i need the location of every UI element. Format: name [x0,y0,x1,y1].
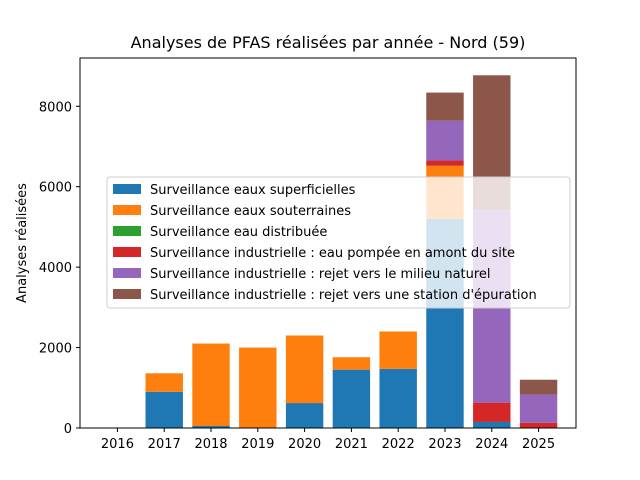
bar-segment-2023-series-4 [426,120,464,161]
legend-swatch-2 [113,226,141,236]
legend: Surveillance eaux superficielles Surveill… [106,176,571,309]
bar-segment-2025-series-5 [519,379,558,395]
bar-segment-2018-series-1 [192,343,230,426]
legend-box [106,176,571,309]
bar-segment-2021-series-0 [332,369,371,428]
bar-segment-2022-series-0 [379,368,417,428]
y-tick-label-6000: 6000 [39,181,72,196]
bar-segment-2024-series-3 [473,402,511,422]
legend-label-2: Surveillance eau distribuée [150,225,327,240]
x-tick-label-2023: 2023 [428,437,461,452]
y-tick-label-2000: 2000 [39,342,72,357]
y-axis-label: Analyses réalisées [15,183,30,303]
legend-swatch-1 [113,205,141,215]
chart-title: Analyses de PFAS réalisées par année - N… [131,33,526,52]
legend-label-5: Surveillance industrielle : rejet vers u… [150,288,537,303]
x-tick-label-2016: 2016 [101,437,134,452]
bar-segment-2020-series-1 [285,335,324,404]
bar-segment-2023-series-5 [426,92,464,121]
axes-group: 2016 2017 2018 2019 2020 2021 2022 2023 2024 2025… [39,57,577,452]
x-tick-label-2024: 2024 [475,437,508,452]
y-tick-label-8000: 8000 [39,100,72,115]
bar-segment-2019-series-1 [239,347,277,428]
x-tick-label-2021: 2021 [335,437,368,452]
legend-label-1: Surveillance eaux souterraines [150,204,351,219]
legend-swatch-5 [113,289,141,299]
bar-segment-2023-series-3 [426,160,464,166]
legend-label-0: Surveillance eaux superficielles [150,183,356,198]
bar-segment-2020-series-0 [285,403,324,428]
y-tick-label-4000: 4000 [39,261,72,276]
legend-swatch-3 [113,247,141,257]
legend-swatch-4 [113,268,141,278]
x-tick-label-2017: 2017 [148,437,181,452]
y-tick-label-0: 0 [64,422,72,437]
x-tick-label-2020: 2020 [288,437,321,452]
legend-swatch-0 [113,184,141,194]
bar-segment-2022-series-1 [379,331,417,369]
legend-label-4: Surveillance industrielle : rejet vers l… [150,267,491,282]
bar-segment-2021-series-1 [332,357,371,370]
bar-segment-2017-series-1 [145,373,183,392]
legend-label-3: Surveillance industrielle : eau pompée e… [150,246,515,261]
bar-segment-2025-series-4 [519,394,558,423]
plot-frame [79,57,577,429]
bar-segment-2025-series-3 [519,422,558,428]
bar-segment-2017-series-0 [145,391,183,428]
x-tick-label-2022: 2022 [382,437,415,452]
bar-segment-2018-series-0 [192,425,230,428]
x-tick-label-2025: 2025 [522,437,555,452]
bar-segment-2024-series-0 [473,421,511,428]
x-tick-label-2019: 2019 [241,437,274,452]
x-tick-label-2018: 2018 [194,437,227,452]
